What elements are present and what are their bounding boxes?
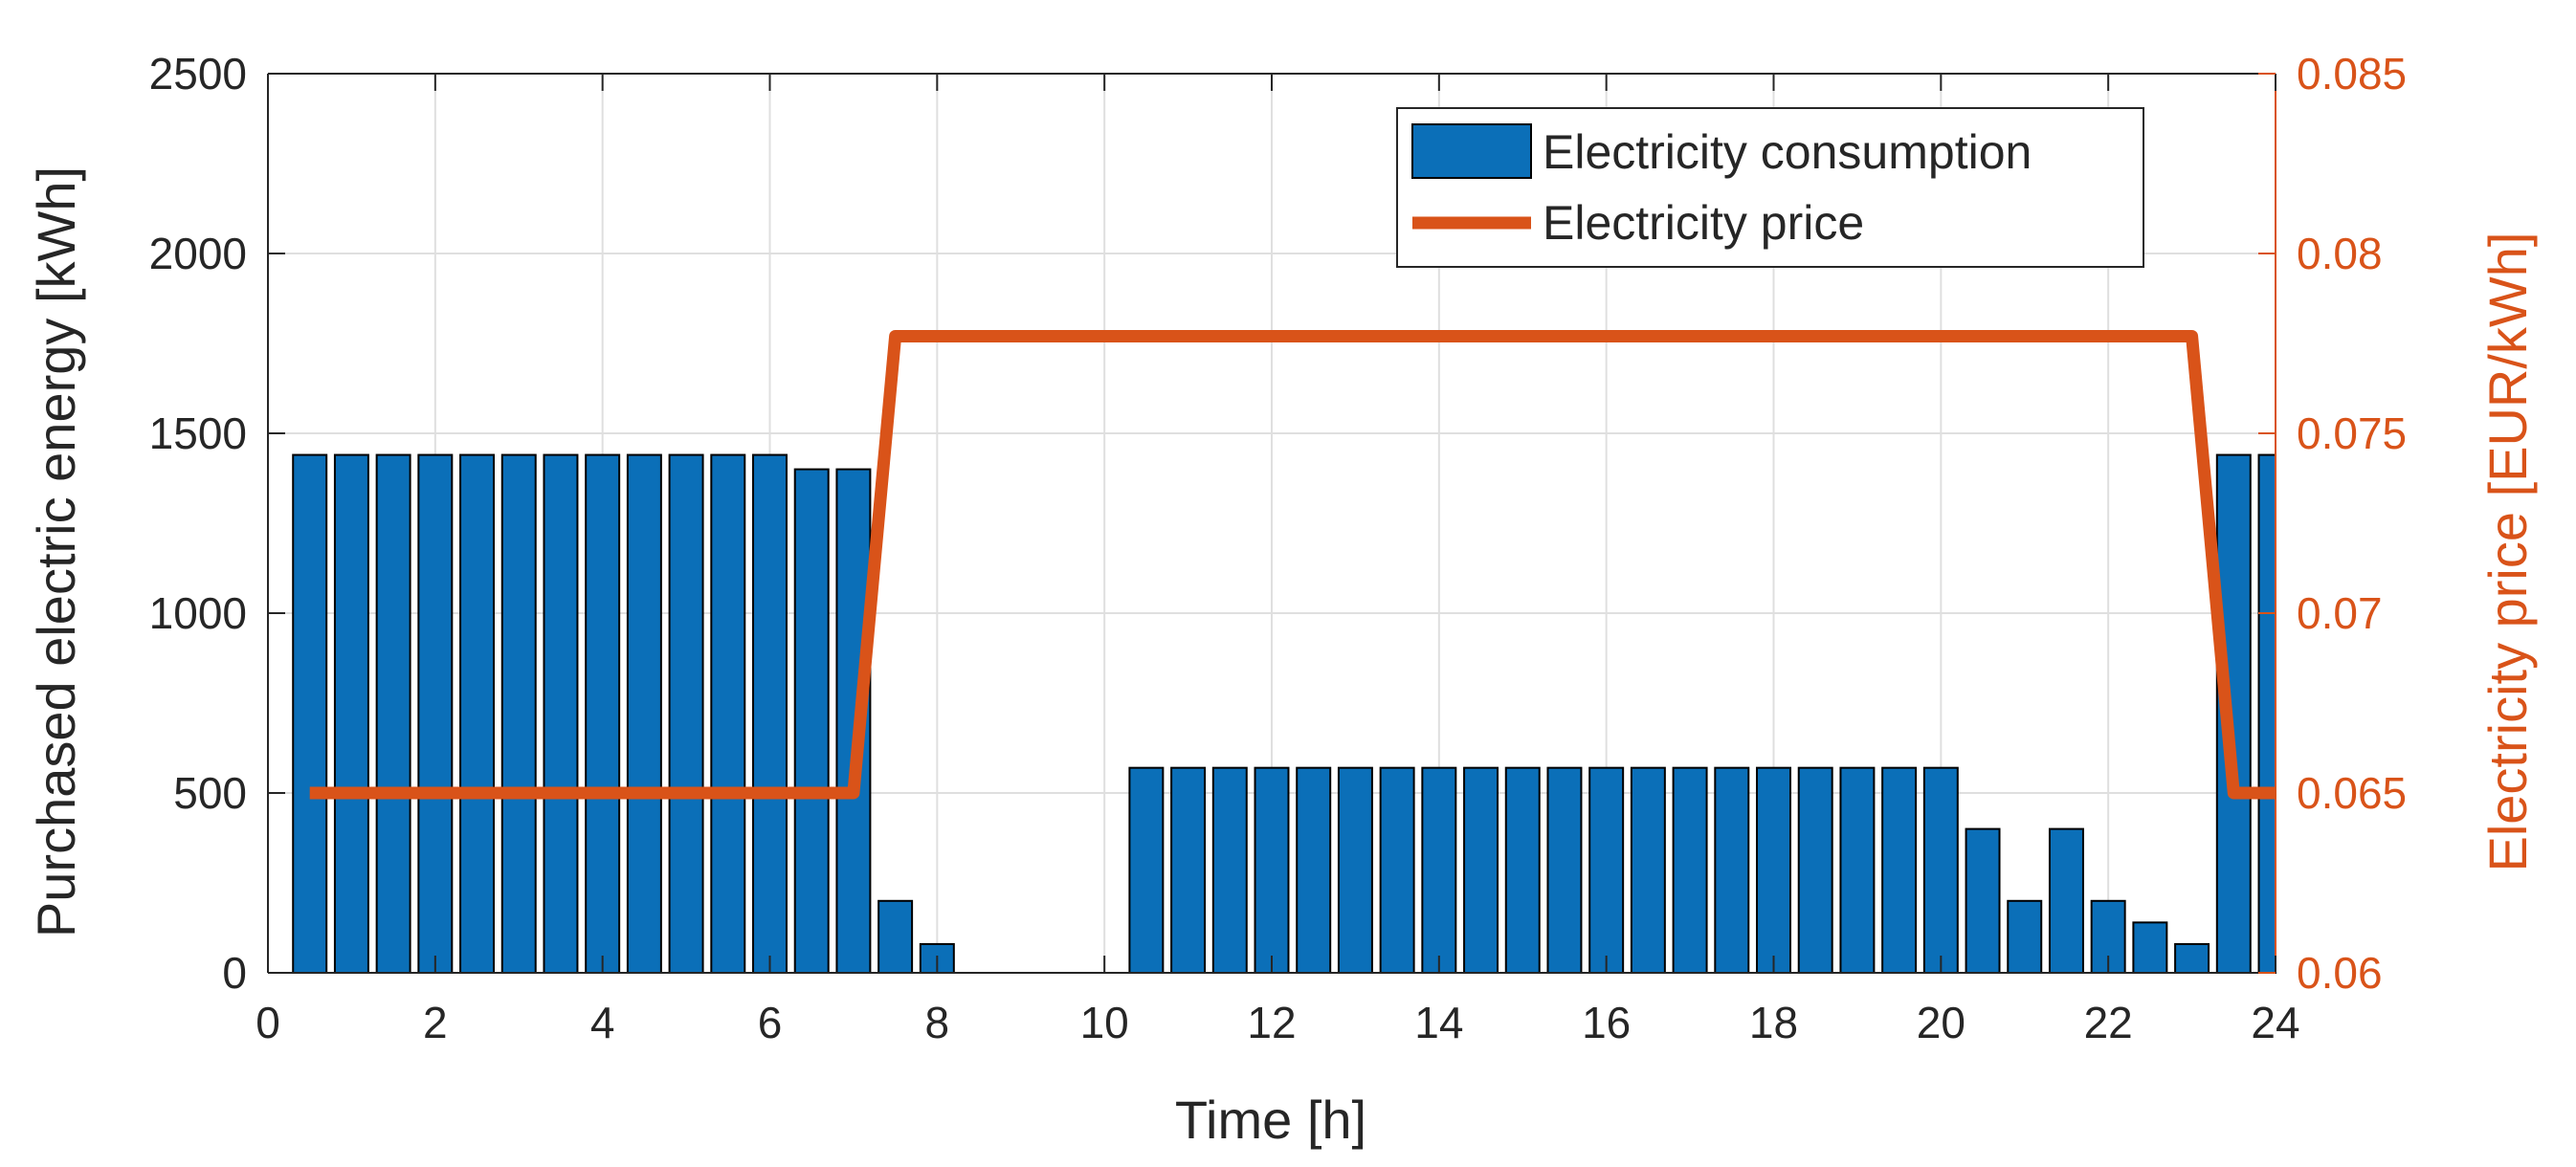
line-series-electricity-price — [309, 329, 2276, 800]
bar-41 — [2007, 899, 2043, 974]
bar-20 — [1128, 766, 1165, 974]
left-y-axis-ticks: 0 500 1000 1500 2000 2500 — [149, 49, 285, 998]
bar-37 — [1839, 766, 1876, 974]
bar-5 — [500, 453, 537, 974]
bar-32 — [1630, 766, 1666, 974]
y-tick-label-5: 2500 — [149, 49, 247, 99]
y2-tick-label-2: 0.07 — [2297, 588, 2383, 638]
bar-2 — [375, 453, 411, 974]
y2-tick-label-0: 0.06 — [2297, 948, 2383, 998]
legend: Electricity consumption Electricity pric… — [1396, 107, 2144, 268]
bar-34 — [1714, 766, 1750, 974]
x-tick-label-7: 14 — [1414, 998, 1463, 1047]
bar-23 — [1254, 766, 1290, 974]
bar-45 — [2174, 942, 2210, 974]
x-tick-label-0: 0 — [255, 998, 280, 1047]
bar-35 — [1756, 766, 1791, 974]
x-tick-label-12: 24 — [2251, 998, 2299, 1047]
x-tick-label-5: 10 — [1080, 998, 1129, 1047]
x-tick-label-3: 6 — [758, 998, 783, 1047]
bar-22 — [1211, 766, 1248, 974]
bar-31 — [1588, 766, 1625, 974]
y-tick-label-0: 0 — [222, 948, 247, 998]
bar-12 — [793, 468, 830, 975]
x-axis-ticks: 0 2 4 6 8 10 12 14 16 18 20 22 24 — [255, 74, 2300, 1047]
bar-40 — [1965, 827, 2001, 974]
bar-33 — [1672, 766, 1708, 974]
y2-tick-label-3: 0.075 — [2297, 408, 2407, 458]
price-line-path — [309, 329, 2276, 800]
legend-label-electricity-price: Electricity price — [1543, 196, 1864, 250]
y-tick-label-1: 500 — [173, 768, 247, 818]
right-y-axis-ticks: 0.06 0.065 0.07 0.075 0.08 0.085 — [2258, 49, 2407, 998]
bar-47 — [2257, 453, 2276, 974]
x-tick-label-1: 2 — [423, 998, 448, 1047]
bar-42 — [2048, 827, 2084, 974]
bar-29 — [1504, 766, 1541, 974]
bar-39 — [1922, 766, 1959, 974]
bar-44 — [2132, 921, 2168, 974]
bar-21 — [1170, 766, 1207, 974]
y2-tick-label-5: 0.085 — [2297, 49, 2407, 99]
bar-27 — [1421, 766, 1457, 974]
bar-28 — [1463, 766, 1499, 974]
bar-11 — [752, 453, 788, 974]
bar-6 — [543, 453, 579, 974]
x-tick-label-9: 18 — [1749, 998, 1798, 1047]
legend-label-electricity-consumption: Electricity consumption — [1543, 125, 2032, 179]
bar-4 — [459, 453, 496, 974]
bar-14 — [877, 899, 914, 974]
x-axis-label: Time [h] — [1175, 1090, 1366, 1150]
x-tick-label-8: 16 — [1582, 998, 1631, 1047]
bar-8 — [626, 453, 662, 974]
y-tick-label-2: 1000 — [149, 588, 247, 638]
bar-36 — [1797, 766, 1833, 974]
bar-3 — [417, 453, 454, 974]
bar-1 — [333, 453, 369, 974]
right-y-axis-label: Electricity price [EUR/kWh] — [2477, 232, 2538, 872]
bar-38 — [1881, 766, 1918, 974]
bar-9 — [668, 453, 704, 974]
x-tick-label-2: 4 — [590, 998, 615, 1047]
y2-tick-label-4: 0.08 — [2297, 229, 2383, 278]
bar-0 — [292, 453, 328, 974]
bar-10 — [710, 453, 746, 974]
y-tick-label-3: 1500 — [149, 408, 247, 458]
y-tick-label-4: 2000 — [149, 229, 247, 278]
x-tick-label-10: 20 — [1917, 998, 1965, 1047]
bar-series-electricity-consumption — [292, 453, 2276, 975]
x-tick-label-4: 8 — [925, 998, 950, 1047]
y2-tick-label-1: 0.065 — [2297, 768, 2407, 818]
x-tick-label-11: 22 — [2084, 998, 2133, 1047]
bar-24 — [1296, 766, 1332, 974]
bar-7 — [585, 453, 621, 974]
bar-26 — [1379, 766, 1415, 974]
legend-swatch-electricity-consumption — [1411, 123, 1532, 179]
x-tick-label-6: 12 — [1247, 998, 1296, 1047]
bar-30 — [1546, 766, 1583, 974]
left-y-axis-label: Purchased electric energy [kWh] — [26, 166, 86, 937]
bar-25 — [1337, 766, 1373, 974]
